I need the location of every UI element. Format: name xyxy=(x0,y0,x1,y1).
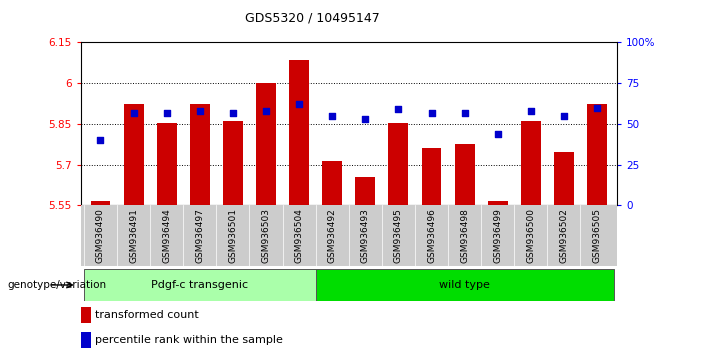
Text: GSM936503: GSM936503 xyxy=(261,208,271,263)
Bar xyxy=(123,104,144,205)
Point xyxy=(426,110,437,115)
Text: GSM936497: GSM936497 xyxy=(196,208,204,263)
Text: GSM936493: GSM936493 xyxy=(361,208,370,263)
Point xyxy=(95,137,106,143)
Bar xyxy=(157,122,177,205)
Point xyxy=(327,113,338,119)
Bar xyxy=(355,177,375,205)
Bar xyxy=(421,148,442,205)
Point xyxy=(393,107,404,112)
Bar xyxy=(84,269,315,301)
Bar xyxy=(322,161,342,205)
Bar xyxy=(521,121,540,205)
Bar xyxy=(290,60,309,205)
Text: percentile rank within the sample: percentile rank within the sample xyxy=(95,335,283,346)
Point xyxy=(194,108,205,114)
Bar xyxy=(223,121,243,205)
Point xyxy=(294,102,305,107)
Text: GSM936505: GSM936505 xyxy=(592,208,601,263)
Point xyxy=(260,108,271,114)
Text: GSM936494: GSM936494 xyxy=(162,208,171,263)
Point xyxy=(592,105,603,110)
Bar xyxy=(190,104,210,205)
Text: GDS5320 / 10495147: GDS5320 / 10495147 xyxy=(245,12,380,25)
Text: GSM936501: GSM936501 xyxy=(229,208,238,263)
Bar xyxy=(455,144,475,205)
Text: Pdgf-c transgenic: Pdgf-c transgenic xyxy=(151,280,248,290)
Bar xyxy=(388,122,408,205)
Text: GSM936499: GSM936499 xyxy=(494,208,502,263)
Bar xyxy=(256,83,276,205)
Bar xyxy=(587,104,607,205)
Point xyxy=(227,110,238,115)
Text: transformed count: transformed count xyxy=(95,310,199,320)
Bar xyxy=(81,307,91,323)
Text: wild type: wild type xyxy=(439,280,490,290)
Text: GSM936498: GSM936498 xyxy=(460,208,469,263)
Point xyxy=(161,110,172,115)
Bar xyxy=(315,269,613,301)
Point xyxy=(492,131,503,137)
Point xyxy=(360,116,371,122)
Bar xyxy=(81,332,91,348)
Text: GSM936502: GSM936502 xyxy=(559,208,569,263)
Bar xyxy=(488,201,508,205)
Text: GSM936504: GSM936504 xyxy=(294,208,304,263)
Text: GSM936491: GSM936491 xyxy=(129,208,138,263)
Text: GSM936500: GSM936500 xyxy=(526,208,536,263)
Text: genotype/variation: genotype/variation xyxy=(7,280,106,290)
Text: GSM936492: GSM936492 xyxy=(327,208,336,263)
Bar xyxy=(90,201,111,205)
Point xyxy=(558,113,569,119)
Point xyxy=(128,110,139,115)
Point xyxy=(525,108,536,114)
Point xyxy=(459,110,470,115)
Text: GSM936490: GSM936490 xyxy=(96,208,105,263)
Text: GSM936496: GSM936496 xyxy=(427,208,436,263)
Text: GSM936495: GSM936495 xyxy=(394,208,403,263)
Bar xyxy=(554,153,574,205)
